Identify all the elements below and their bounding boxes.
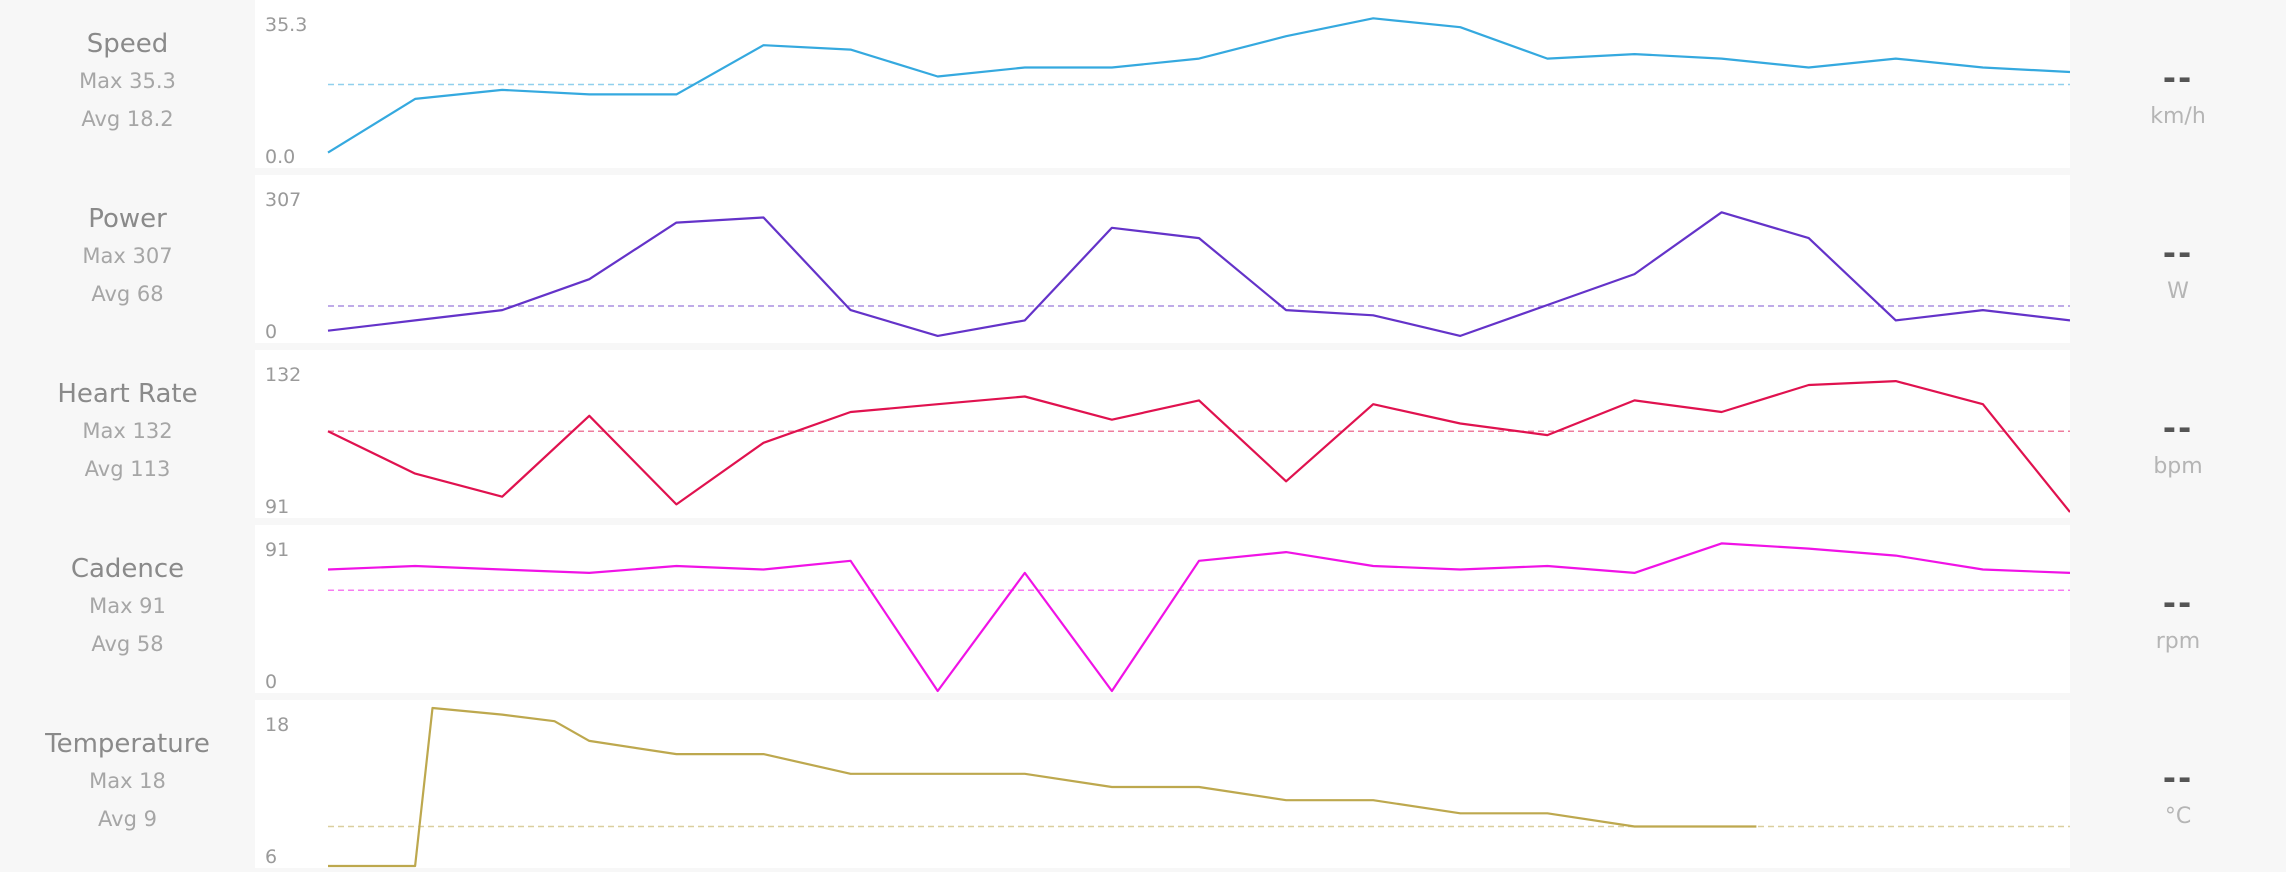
speed-series-line bbox=[327, 17, 2070, 154]
power-chart-svg bbox=[327, 211, 2070, 337]
temperature-panel: Temperature Max 18 Avg 9 18 6 -- °C bbox=[0, 700, 2286, 872]
power-panel: Power Max 307 Avg 68 307 0 -- W bbox=[0, 175, 2286, 347]
temperature-series-line bbox=[328, 706, 1757, 868]
temperature-y-max-tick: 18 bbox=[265, 714, 290, 736]
cadence-y-max-tick: 91 bbox=[265, 539, 290, 561]
temperature-readout: -- °C bbox=[2070, 700, 2286, 872]
temperature-avg: Avg 9 bbox=[98, 807, 157, 831]
cadence-title: Cadence bbox=[70, 554, 185, 584]
temperature-title: Temperature bbox=[45, 729, 210, 759]
temperature-current-value: -- bbox=[2162, 759, 2194, 797]
speed-readout: -- km/h bbox=[2070, 0, 2286, 172]
temperature-max: Max 18 bbox=[89, 769, 166, 793]
speed-panel: Speed Max 35.3 Avg 18.2 35.3 0.0 -- km/h bbox=[0, 0, 2286, 172]
power-avg: Avg 68 bbox=[91, 282, 164, 306]
heart-rate-max: Max 132 bbox=[82, 419, 173, 443]
cadence-unit: rpm bbox=[2155, 629, 2201, 654]
temperature-plot[interactable]: 18 6 bbox=[255, 700, 2070, 868]
heart-rate-y-max-tick: 132 bbox=[265, 364, 302, 386]
speed-title: Speed bbox=[86, 29, 169, 59]
speed-y-min-tick: 0.0 bbox=[265, 146, 296, 168]
temperature-unit: °C bbox=[2164, 804, 2192, 829]
temperature-label-column: Temperature Max 18 Avg 9 bbox=[0, 700, 255, 872]
power-y-max-tick: 307 bbox=[265, 189, 302, 211]
cadence-readout: -- rpm bbox=[2070, 525, 2286, 697]
heart-rate-title: Heart Rate bbox=[57, 379, 198, 409]
heart-rate-y-min-tick: 91 bbox=[265, 496, 290, 518]
heart-rate-label-column: Heart Rate Max 132 Avg 113 bbox=[0, 350, 255, 522]
speed-label-column: Speed Max 35.3 Avg 18.2 bbox=[0, 0, 255, 172]
speed-current-value: -- bbox=[2162, 59, 2194, 97]
cadence-current-value: -- bbox=[2162, 584, 2194, 622]
cadence-y-min-tick: 0 bbox=[265, 671, 278, 693]
heart-rate-readout: -- bpm bbox=[2070, 350, 2286, 522]
speed-unit: km/h bbox=[2150, 104, 2206, 129]
power-readout: -- W bbox=[2070, 175, 2286, 347]
power-label-column: Power Max 307 Avg 68 bbox=[0, 175, 255, 347]
heart-rate-series-line bbox=[327, 380, 2070, 513]
power-current-value: -- bbox=[2162, 234, 2194, 272]
cadence-chart-svg bbox=[327, 542, 2070, 693]
cadence-series-line bbox=[327, 542, 2070, 693]
heart-rate-panel: Heart Rate Max 132 Avg 113 132 91 -- bpm bbox=[0, 350, 2286, 522]
heart-rate-chart-svg bbox=[327, 380, 2070, 513]
power-y-min-tick: 0 bbox=[265, 321, 278, 343]
speed-avg: Avg 18.2 bbox=[81, 107, 174, 131]
cadence-plot[interactable]: 91 0 bbox=[255, 525, 2070, 693]
heart-rate-unit: bpm bbox=[2153, 454, 2203, 479]
speed-chart-svg bbox=[327, 17, 2070, 154]
speed-plot[interactable]: 35.3 0.0 bbox=[255, 0, 2070, 168]
heart-rate-current-value: -- bbox=[2162, 409, 2194, 447]
power-plot[interactable]: 307 0 bbox=[255, 175, 2070, 343]
heart-rate-plot[interactable]: 132 91 bbox=[255, 350, 2070, 518]
speed-max: Max 35.3 bbox=[79, 69, 176, 93]
heart-rate-avg: Avg 113 bbox=[84, 457, 171, 481]
speed-y-max-tick: 35.3 bbox=[265, 14, 308, 36]
power-unit: W bbox=[2167, 279, 2189, 304]
power-series-line bbox=[327, 211, 2070, 337]
power-title: Power bbox=[88, 204, 167, 234]
temperature-chart-svg bbox=[328, 706, 2070, 868]
cadence-panel: Cadence Max 91 Avg 58 91 0 -- rpm bbox=[0, 525, 2286, 697]
cadence-avg: Avg 58 bbox=[91, 632, 164, 656]
cadence-label-column: Cadence Max 91 Avg 58 bbox=[0, 525, 255, 697]
cadence-max: Max 91 bbox=[89, 594, 166, 618]
power-max: Max 307 bbox=[82, 244, 173, 268]
temperature-y-min-tick: 6 bbox=[265, 846, 278, 868]
